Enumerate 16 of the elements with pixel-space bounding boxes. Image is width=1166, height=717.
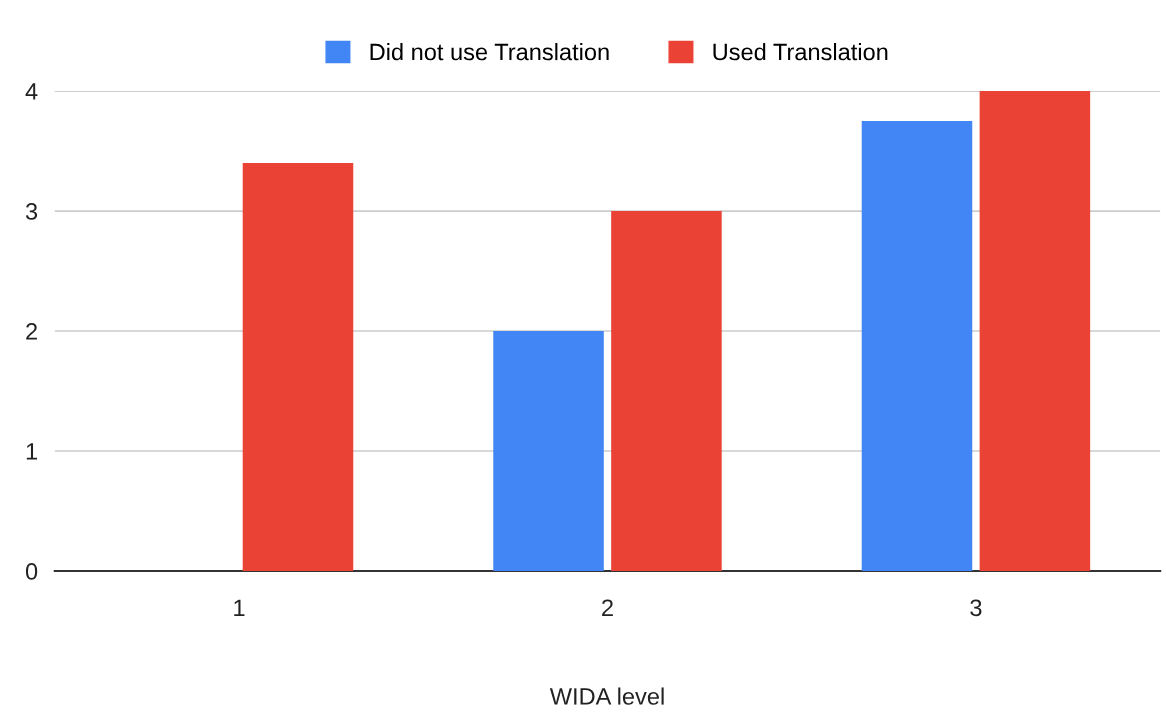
x-tick-label: 2 bbox=[602, 599, 613, 616]
x-tick-label: 1 bbox=[234, 599, 245, 616]
y-tick-label: 3 bbox=[25, 203, 38, 220]
bar bbox=[979, 91, 1091, 572]
y-tick-label: 1 bbox=[26, 443, 37, 460]
bar bbox=[242, 163, 354, 572]
bar bbox=[611, 211, 722, 572]
x-axis-title: WIDA level bbox=[549, 687, 664, 705]
legend-label: Used Translation bbox=[713, 43, 888, 61]
y-tick-label: 0 bbox=[25, 563, 38, 580]
bar bbox=[861, 121, 973, 572]
y-tick-label: 4 bbox=[25, 83, 38, 100]
bar bbox=[493, 331, 604, 572]
legend-label: Did not use Translation bbox=[370, 43, 609, 61]
y-tick-label: 2 bbox=[26, 323, 37, 340]
x-tick-label: 3 bbox=[970, 599, 982, 617]
